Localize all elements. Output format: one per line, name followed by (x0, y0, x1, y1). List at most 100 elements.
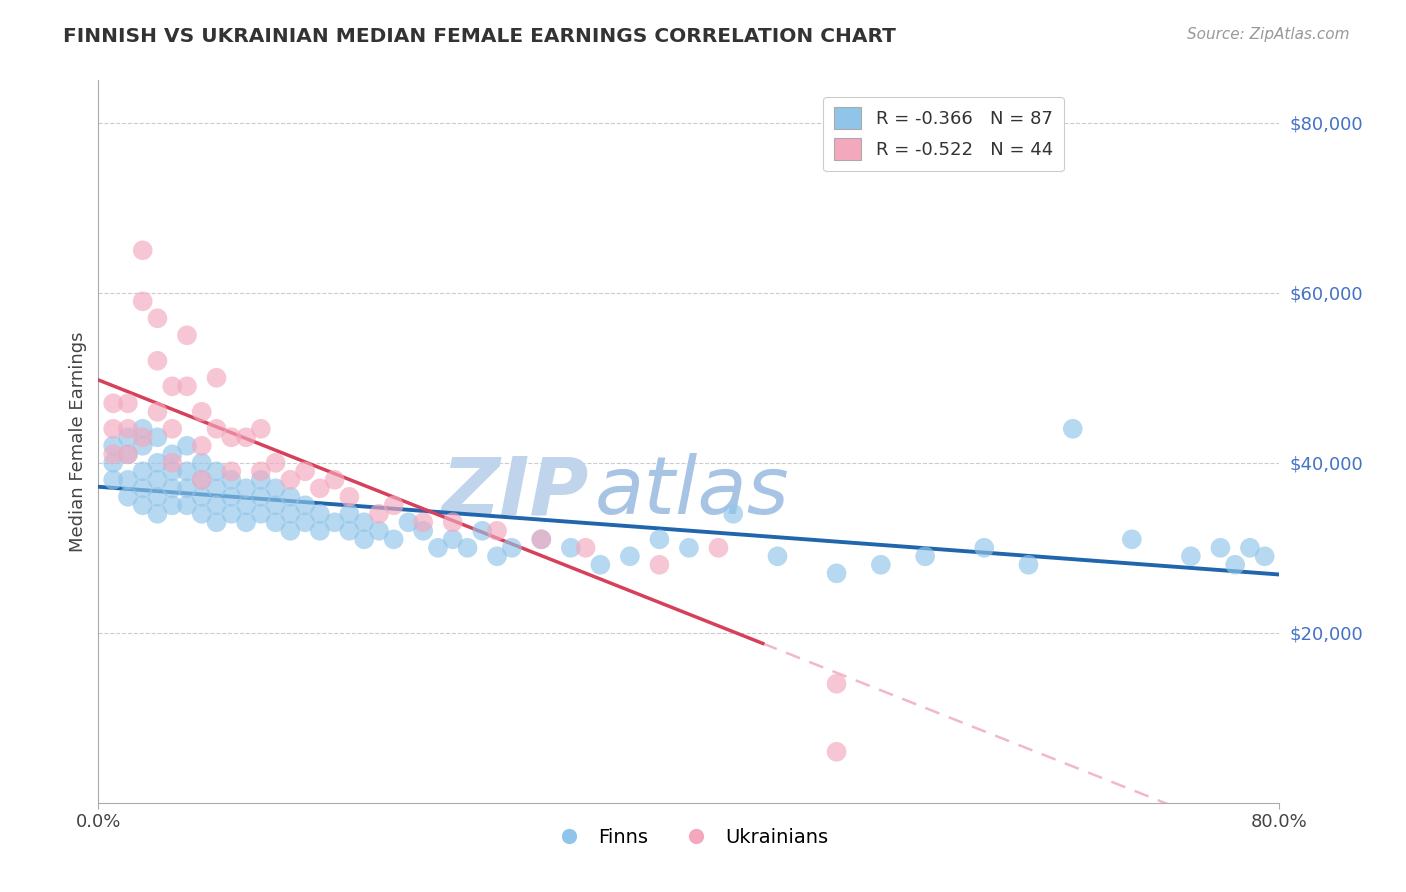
Point (973, 541, 995, 555)
Point (205, 481, 228, 495)
Point (1225, 558, 1247, 572)
Point (191, 473, 214, 487)
Point (412, 524, 434, 538)
Point (221, 464, 243, 478)
Point (146, 507, 169, 521)
Point (176, 464, 198, 478)
Point (1254, 549, 1277, 564)
Point (132, 430, 155, 444)
Text: FINNISH VS UKRAINIAN MEDIAN FEMALE EARNINGS CORRELATION CHART: FINNISH VS UKRAINIAN MEDIAN FEMALE EARNI… (63, 27, 896, 45)
Point (339, 507, 361, 521)
Point (176, 328, 198, 343)
Point (191, 490, 214, 504)
Point (103, 396, 125, 410)
Point (486, 549, 509, 564)
Point (1121, 533, 1143, 547)
Point (191, 473, 214, 487)
Point (117, 447, 139, 461)
Point (280, 490, 302, 504)
Point (117, 447, 139, 461)
Point (191, 405, 214, 419)
Point (132, 439, 155, 453)
Point (382, 533, 405, 547)
Point (132, 244, 155, 258)
Point (264, 498, 287, 512)
Point (1018, 558, 1040, 572)
Point (678, 541, 700, 555)
Point (471, 524, 494, 538)
Point (162, 481, 183, 495)
Legend: Finns, Ukrainians: Finns, Ukrainians (541, 820, 837, 855)
Point (132, 294, 155, 309)
Point (339, 490, 361, 504)
Point (501, 541, 523, 555)
Point (707, 541, 730, 555)
Point (103, 447, 125, 461)
Text: Source: ZipAtlas.com: Source: ZipAtlas.com (1187, 27, 1350, 42)
Point (619, 549, 641, 564)
Point (589, 558, 612, 572)
Point (132, 464, 155, 478)
Point (176, 439, 198, 453)
Point (264, 481, 287, 495)
Point (294, 464, 316, 478)
Point (235, 481, 257, 495)
Point (162, 498, 183, 512)
Point (870, 558, 893, 572)
Point (250, 490, 273, 504)
Point (103, 456, 125, 470)
Point (103, 439, 125, 453)
Point (205, 464, 228, 478)
Point (191, 456, 214, 470)
Point (162, 422, 183, 436)
Point (280, 524, 302, 538)
Point (560, 541, 582, 555)
Point (294, 516, 316, 530)
Text: ZIP: ZIP (441, 453, 589, 531)
Point (205, 371, 228, 385)
Point (176, 498, 198, 512)
Text: atlas: atlas (595, 453, 789, 531)
Point (1239, 541, 1261, 555)
Point (825, 677, 848, 691)
Point (146, 430, 169, 444)
Point (221, 490, 243, 504)
Point (441, 533, 464, 547)
Point (457, 541, 479, 555)
Point (530, 533, 553, 547)
Point (132, 498, 155, 512)
Point (221, 430, 243, 444)
Point (353, 533, 375, 547)
Point (117, 396, 139, 410)
Point (323, 473, 346, 487)
Point (162, 379, 183, 393)
Point (235, 430, 257, 444)
Point (117, 490, 139, 504)
Point (648, 533, 671, 547)
Point (412, 516, 434, 530)
Point (530, 533, 553, 547)
Point (339, 524, 361, 538)
Point (221, 473, 243, 487)
Point (309, 524, 332, 538)
Point (205, 498, 228, 512)
Point (368, 524, 391, 538)
Point (146, 490, 169, 504)
Point (323, 516, 346, 530)
Point (132, 422, 155, 436)
Point (382, 498, 405, 512)
Point (1180, 549, 1202, 564)
Point (723, 507, 745, 521)
Point (648, 558, 671, 572)
Point (441, 516, 464, 530)
Point (117, 430, 139, 444)
Point (146, 353, 169, 368)
Point (427, 541, 450, 555)
Point (264, 516, 287, 530)
Point (766, 549, 789, 564)
Point (176, 379, 198, 393)
Point (146, 456, 169, 470)
Point (235, 498, 257, 512)
Point (205, 516, 228, 530)
Point (1062, 422, 1084, 436)
